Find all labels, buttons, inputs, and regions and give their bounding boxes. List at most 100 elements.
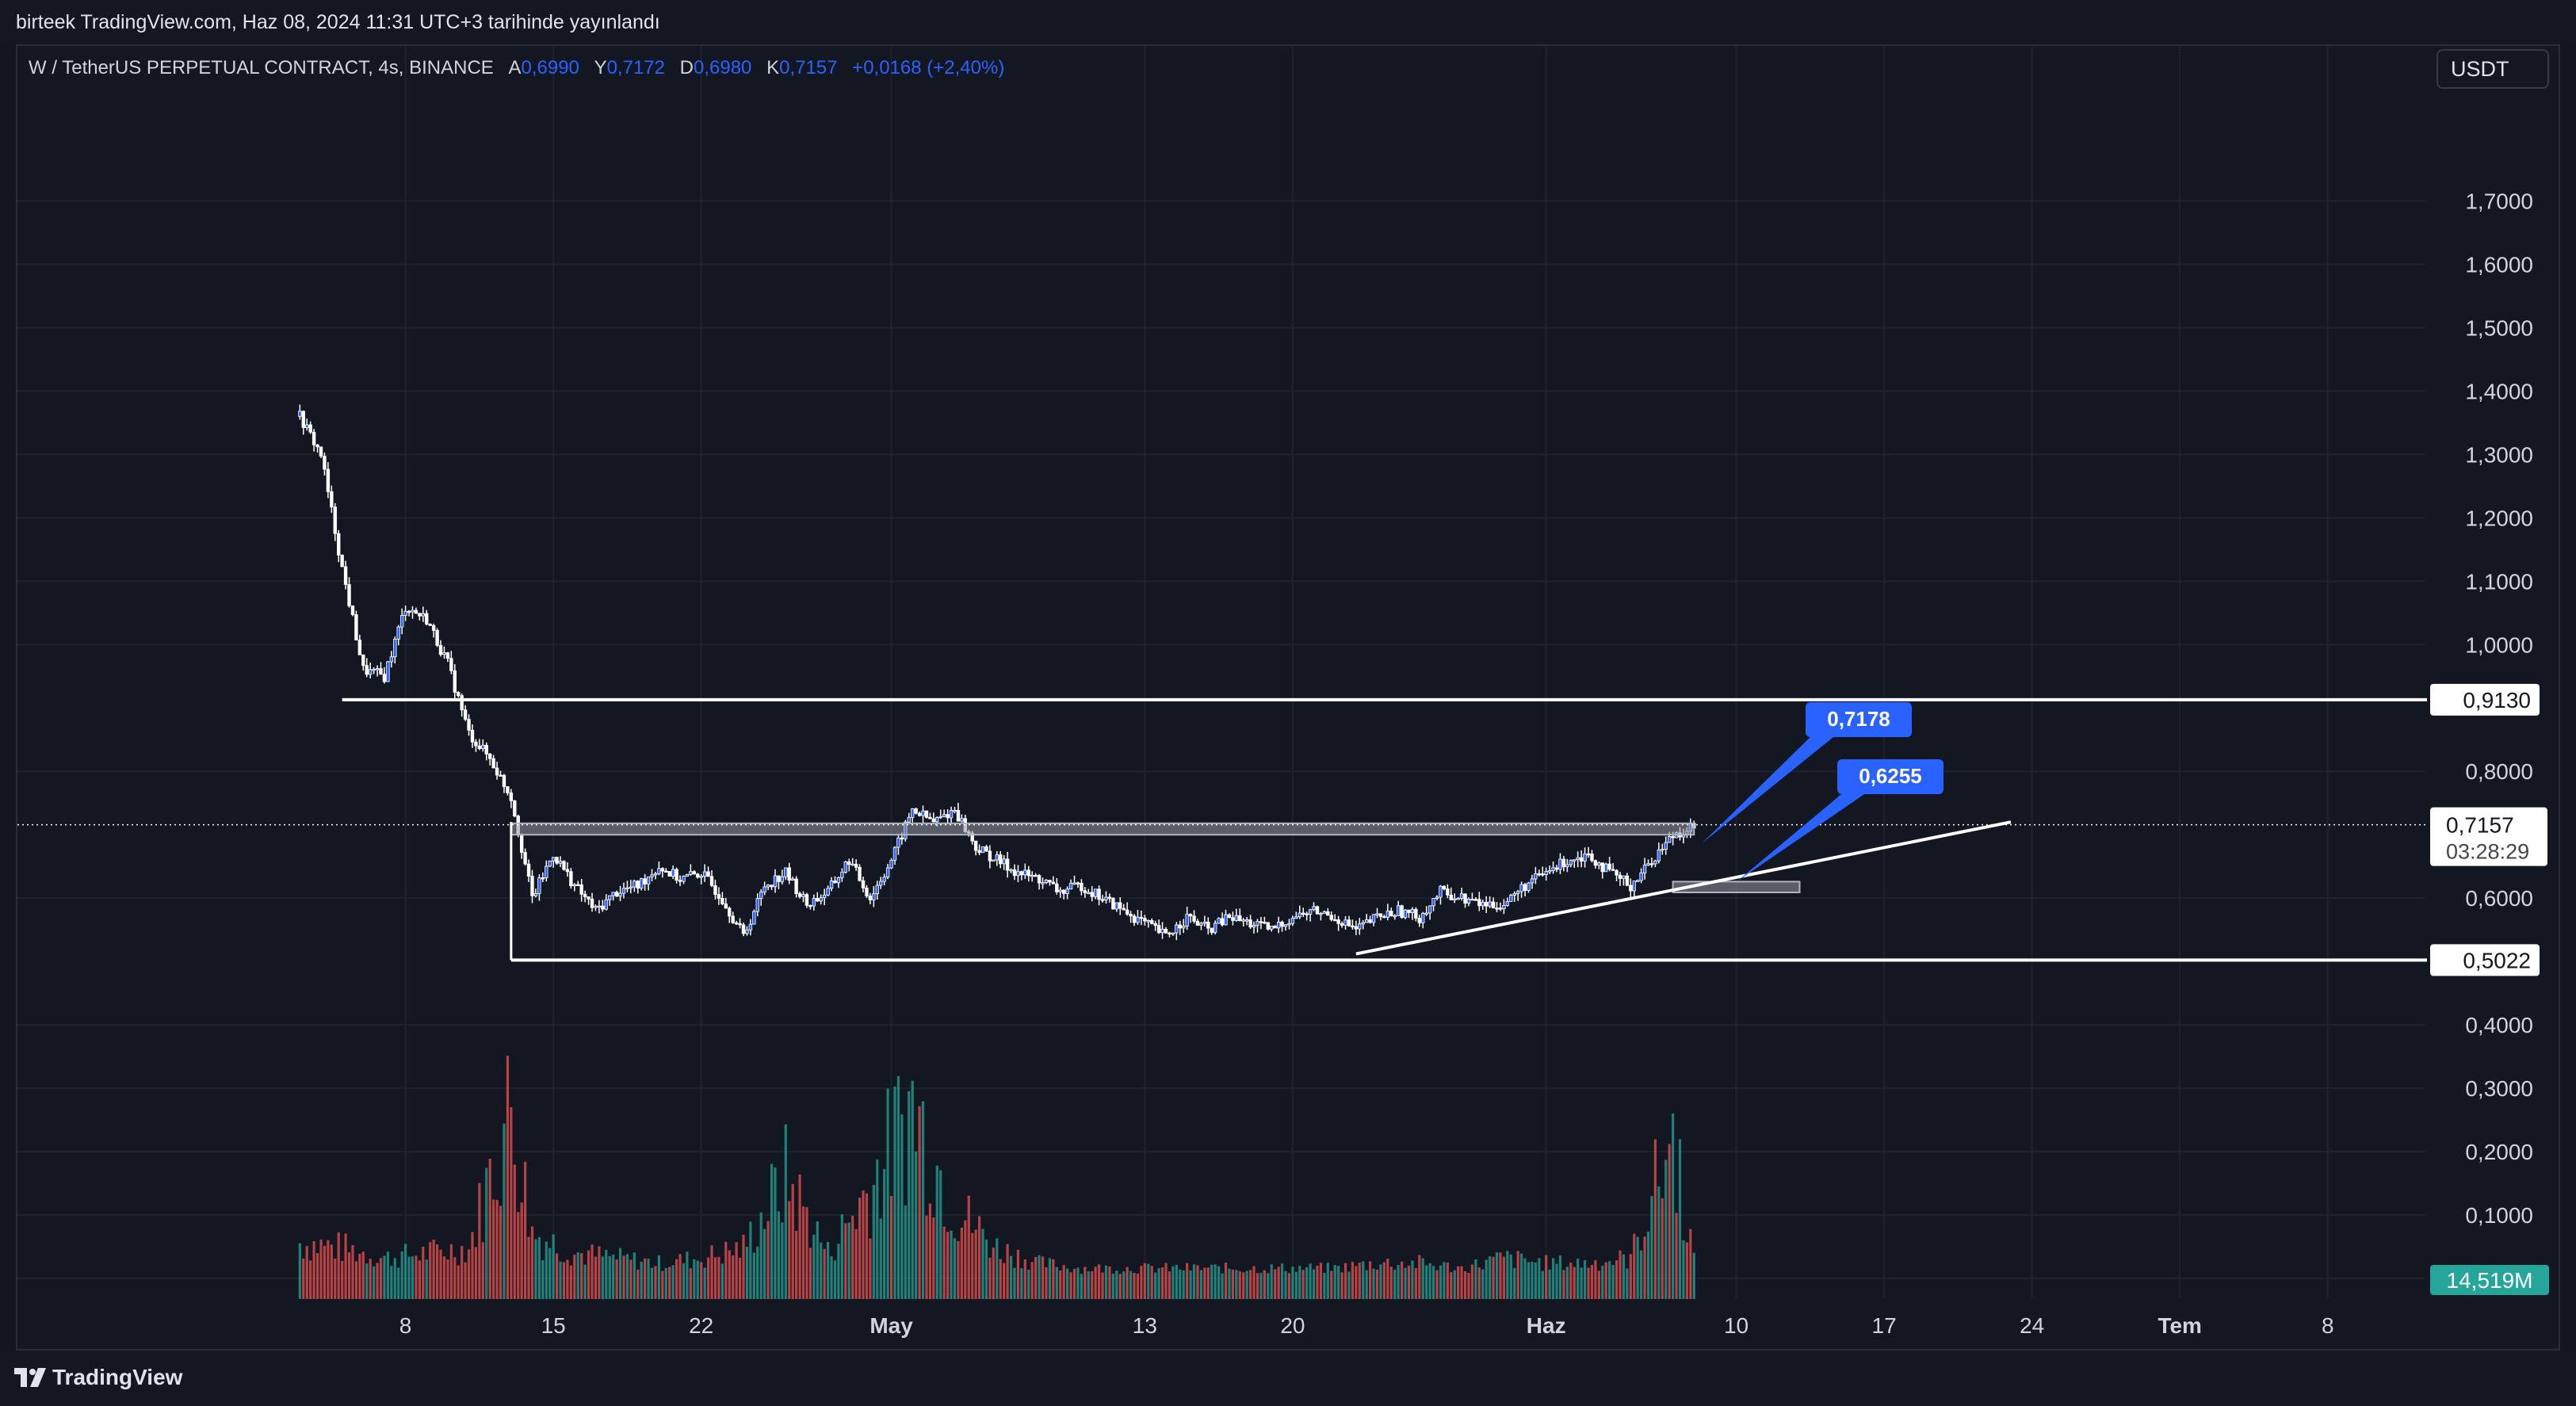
- candle-body: [499, 774, 503, 777]
- volume-bar: [766, 1221, 770, 1299]
- volume-bar: [376, 1263, 379, 1299]
- chart-pane[interactable]: [16, 44, 2560, 1351]
- volume-bar: [1157, 1268, 1160, 1299]
- volume-bar: [1516, 1251, 1519, 1299]
- callout-box: [1837, 759, 1943, 794]
- volume-bar: [506, 1056, 510, 1299]
- volume-bar: [1235, 1270, 1238, 1299]
- candle-body: [1541, 873, 1545, 876]
- x-tick-label: Tem: [2157, 1313, 2202, 1338]
- candle-body: [621, 888, 626, 894]
- volume-bar: [900, 1114, 904, 1299]
- candle-body: [545, 865, 548, 879]
- volume-bar: [644, 1258, 647, 1299]
- candle-body: [770, 884, 774, 888]
- candle-body: [724, 903, 728, 909]
- volume-bar: [1372, 1268, 1375, 1299]
- candle-body: [411, 609, 415, 613]
- candle-body: [1280, 922, 1284, 927]
- candle-body: [1358, 923, 1362, 930]
- candle-body: [1407, 909, 1411, 913]
- volume-bar: [411, 1256, 415, 1299]
- candle-body: [491, 758, 495, 769]
- candle-body: [875, 884, 879, 895]
- candle-body: [1061, 889, 1066, 894]
- candle-body: [1182, 925, 1186, 929]
- level-price-badge: [2430, 683, 2540, 716]
- volume-bar: [915, 1151, 918, 1299]
- candle-body: [946, 814, 950, 819]
- candle-body: [467, 719, 471, 731]
- candle-body: [513, 800, 517, 817]
- candle-body: [1417, 918, 1421, 923]
- candle-countdown-label: 03:28:29: [2446, 840, 2529, 864]
- volume-bar: [682, 1263, 686, 1299]
- candle-body: [953, 809, 957, 812]
- candle-body: [611, 892, 615, 896]
- y-tick-label: 1,6000: [2465, 252, 2533, 277]
- volume-bar: [1333, 1265, 1336, 1299]
- volume-bar: [1337, 1266, 1340, 1299]
- volume-bar: [946, 1232, 950, 1299]
- candle-body: [1009, 869, 1013, 872]
- candle-body: [1590, 853, 1594, 862]
- volume-bar: [1069, 1272, 1072, 1299]
- candle-body: [319, 446, 323, 457]
- candle-body: [379, 668, 383, 675]
- volume-bar: [728, 1250, 731, 1299]
- volume-bar: [636, 1269, 640, 1299]
- volume-bar: [562, 1262, 566, 1299]
- volume-bar: [1280, 1263, 1284, 1299]
- candle-body: [999, 854, 1003, 865]
- candle-body: [850, 863, 854, 866]
- candle-body: [590, 898, 594, 908]
- candle-body: [1055, 883, 1059, 892]
- volume-bar: [1404, 1267, 1407, 1299]
- legend-symbol: W / TetherUS PERPETUAL CONTRACT, 4s, BIN…: [29, 57, 494, 78]
- candle-body: [343, 566, 348, 585]
- volume-bar: [1646, 1232, 1650, 1299]
- candle-body: [399, 615, 404, 628]
- candle-body: [442, 652, 446, 655]
- volume-bar: [622, 1255, 625, 1299]
- level-price-label: 0,5022: [2463, 948, 2531, 972]
- candle-body: [1632, 881, 1636, 892]
- candle-body: [992, 859, 996, 862]
- tradingview-logo[interactable]: TradingView: [14, 1362, 182, 1393]
- volume-bar: [1217, 1266, 1221, 1299]
- volume-bar: [369, 1259, 372, 1299]
- volume-bar: [432, 1240, 435, 1299]
- volume-bar: [1541, 1270, 1544, 1299]
- candle-body: [1463, 893, 1467, 904]
- volume-bar: [801, 1206, 805, 1299]
- candle-body: [822, 894, 827, 899]
- volume-bar: [1347, 1271, 1351, 1299]
- candle-body: [350, 606, 355, 615]
- candle-body: [748, 923, 753, 930]
- candle-body: [1505, 900, 1510, 906]
- brand-text: TradingView: [52, 1365, 183, 1389]
- candle-body: [790, 878, 795, 881]
- volume-bar: [939, 1170, 942, 1299]
- volume-bar: [1034, 1256, 1038, 1299]
- volume-bar: [1098, 1264, 1101, 1299]
- volume-bar: [1298, 1266, 1301, 1299]
- volume-bar: [587, 1250, 590, 1299]
- volume-bar: [524, 1161, 527, 1299]
- volume-bar: [1587, 1267, 1590, 1299]
- candle-body: [734, 922, 739, 925]
- candle-body: [330, 491, 334, 508]
- candle-body: [1136, 916, 1140, 923]
- volume-bar: [837, 1244, 840, 1299]
- candle-body: [1273, 926, 1277, 929]
- volume-bar: [967, 1195, 970, 1299]
- currency-button[interactable]: USDT: [2436, 49, 2549, 89]
- volume-bar: [1126, 1267, 1129, 1299]
- candle-body: [843, 862, 848, 873]
- volume-bar: [1400, 1261, 1404, 1299]
- volume-bar: [1534, 1262, 1537, 1299]
- candle-body: [812, 898, 816, 907]
- volume-bar: [749, 1221, 752, 1299]
- candle-body: [928, 816, 932, 820]
